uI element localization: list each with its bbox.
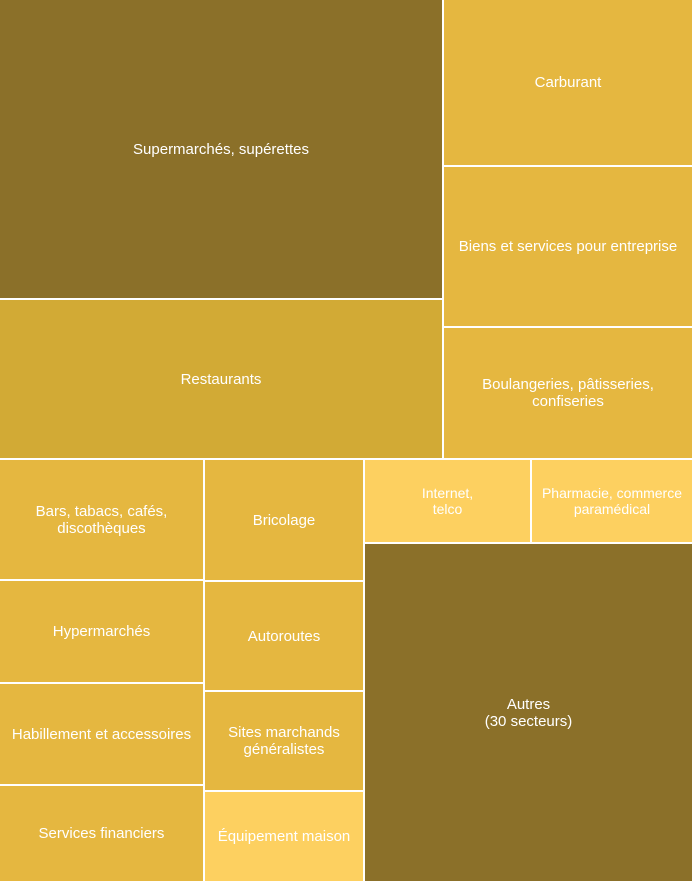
treemap-cell: Habillement et accessoires <box>0 684 203 784</box>
treemap-cell: Internet, telco <box>365 460 530 542</box>
treemap-cell: Pharmacie, commerce paramédical <box>532 460 692 542</box>
treemap-cell: Restaurants <box>0 300 442 458</box>
treemap-cell-label: Habillement et accessoires <box>11 725 192 743</box>
treemap-cell: Équipement maison <box>205 792 363 881</box>
treemap-cell-label: Bars, tabacs, cafés, discothèques <box>35 502 168 537</box>
treemap-cell: Bars, tabacs, cafés, discothèques <box>0 460 203 579</box>
treemap-cell: Sites marchands généralistes <box>205 692 363 790</box>
treemap-cell: Biens et services pour entreprise <box>444 167 692 326</box>
treemap-cell-label: Boulangeries, pâtisseries, confiseries <box>482 376 654 410</box>
treemap-cell-label: Autres (30 secteurs) <box>484 695 573 730</box>
treemap-cell-label: Pharmacie, commerce paramédical <box>541 485 683 517</box>
treemap-cell-label: Restaurants <box>180 370 262 388</box>
treemap-cell-label: Hypermarchés <box>52 623 151 640</box>
treemap-cell: Autoroutes <box>205 582 363 690</box>
treemap-cell-label: Sites marchands généralistes <box>228 724 340 758</box>
treemap-cell: Bricolage <box>205 460 363 580</box>
treemap-cell: Services financiers <box>0 786 203 881</box>
treemap-cell-label: Bricolage <box>252 511 316 529</box>
treemap-cell: Autres (30 secteurs) <box>365 544 692 881</box>
treemap-cell-label: Internet, telco <box>421 485 474 517</box>
treemap-cell-label: Supermarchés, supérettes <box>133 140 309 158</box>
treemap-cell-label: Carburant <box>534 74 602 91</box>
treemap-cell: Boulangeries, pâtisseries, confiseries <box>444 328 692 458</box>
treemap-cell-label: Biens et services pour entreprise <box>458 238 678 255</box>
treemap-cell-label: Autoroutes <box>247 627 321 645</box>
treemap-cell-label: Équipement maison <box>217 828 351 845</box>
treemap-cell: Carburant <box>444 0 692 165</box>
treemap-cell: Hypermarchés <box>0 581 203 682</box>
treemap-cell-label: Services financiers <box>38 825 165 842</box>
treemap-cell: Supermarchés, supérettes <box>0 0 442 298</box>
